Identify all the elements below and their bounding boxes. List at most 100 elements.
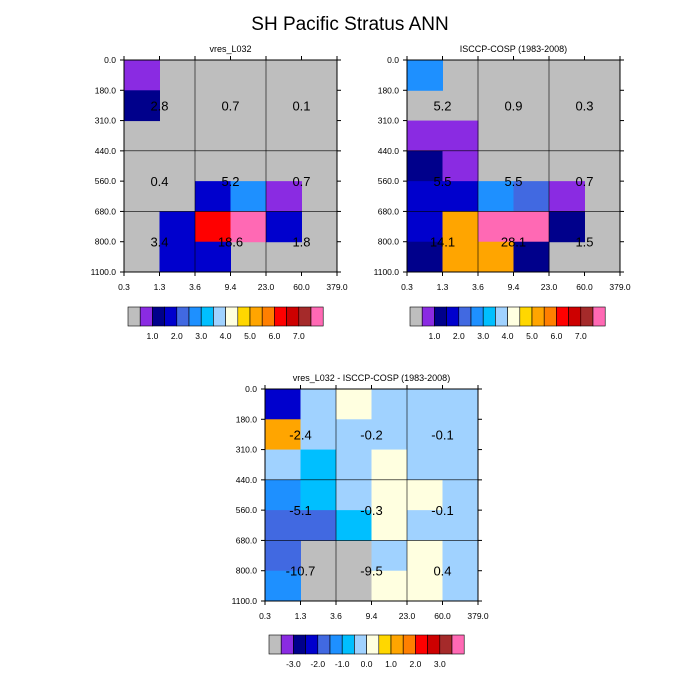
x-tick-label: 23.0 — [541, 282, 558, 292]
colorbar-box — [531, 306, 545, 327]
block-value: 0.4 — [433, 564, 451, 579]
block-value: -0.1 — [431, 503, 453, 518]
colorbar-box — [439, 634, 453, 655]
colorbar-label: 7.0 — [575, 331, 587, 341]
y-tick-label: 180.0 — [95, 85, 117, 95]
x-tick-label: 1.3 — [154, 282, 166, 292]
x-tick-label: 9.4 — [225, 282, 237, 292]
histogram-cell — [265, 449, 301, 481]
colorbar-box — [495, 306, 508, 327]
colorbar-label: 5.0 — [526, 331, 538, 341]
colorbar-label: 4.0 — [220, 331, 232, 341]
panel-observation: ISCCP-COSP (1983-2008) 0.0 180.0 310.0 440.0… — [374, 44, 631, 341]
colorbar-label: 2.0 — [453, 331, 465, 341]
y-tick-label: 0.0 — [104, 55, 116, 65]
block-value: -10.7 — [286, 564, 316, 579]
colorbar-box — [402, 634, 416, 655]
colorbar-box — [317, 634, 331, 655]
colorbar-box — [451, 634, 465, 655]
y-tick-label: 560.0 — [378, 176, 400, 186]
histogram-cell — [442, 120, 479, 152]
block-value: 0.7 — [292, 174, 310, 189]
colorbar-box — [225, 306, 239, 327]
block-value: 14.1 — [430, 235, 455, 250]
histogram-cell — [371, 389, 408, 420]
histogram-cell — [336, 479, 372, 511]
colorbar-label: 1.0 — [428, 331, 440, 341]
colorbar-box — [293, 634, 306, 655]
block-value: 0.7 — [575, 174, 593, 189]
x-tick-label: 0.3 — [259, 611, 271, 621]
colorbar-box — [310, 306, 324, 327]
y-tick-label: 1100.0 — [91, 267, 117, 277]
histogram-cell — [300, 419, 337, 451]
x-tick-label: 23.0 — [258, 282, 275, 292]
histogram-cell — [407, 181, 443, 212]
colorbar-box — [249, 306, 263, 327]
colorbar-box — [580, 306, 594, 327]
x-tick-label: 3.6 — [189, 282, 201, 292]
colorbar-box — [127, 306, 141, 327]
colorbar-box — [592, 306, 606, 327]
colorbar-label: 2.0 — [171, 331, 183, 341]
histogram-cell — [265, 570, 301, 602]
y-tick-label: 680.0 — [95, 206, 117, 216]
histogram-cell — [442, 389, 479, 420]
colorbar-box — [390, 634, 404, 655]
colorbar-box — [409, 306, 423, 327]
colorbar-box — [274, 306, 287, 327]
histogram-cell — [442, 181, 479, 212]
histogram-cell — [442, 449, 479, 481]
colorbar-label: 1.0 — [146, 331, 158, 341]
histogram-cell — [265, 540, 301, 572]
colorbar-box — [415, 634, 428, 655]
block-value: 28.1 — [501, 235, 526, 250]
panel-title: vres_L032 - ISCCP-COSP (1983-2008) — [293, 373, 450, 383]
histogram-cell — [478, 241, 514, 273]
colorbar-box — [434, 306, 447, 327]
histogram-cell — [407, 570, 443, 602]
x-tick-label: 23.0 — [399, 611, 416, 621]
colorbar-box — [176, 306, 190, 327]
y-tick-label: 440.0 — [95, 146, 117, 156]
block-value: 0.9 — [504, 98, 522, 113]
histogram-cell — [407, 241, 443, 273]
y-tick-label: 560.0 — [236, 505, 258, 515]
y-tick-label: 800.0 — [236, 566, 258, 576]
histogram-cell — [478, 211, 514, 243]
colorbar-box — [164, 306, 178, 327]
x-tick-label: 1.3 — [437, 282, 449, 292]
figure-title: SH Pacific Stratus ANN — [251, 14, 448, 35]
block-value: 0.7 — [221, 98, 239, 113]
colorbar-box — [341, 634, 355, 655]
histogram-cell — [265, 510, 301, 541]
histogram-cell — [195, 181, 231, 212]
block-value: 1.5 — [575, 235, 593, 250]
block-value: -0.2 — [360, 427, 382, 442]
histogram-cell — [300, 449, 337, 481]
x-tick-label: 9.4 — [366, 611, 378, 621]
colorbar-box — [200, 306, 214, 327]
histogram-cell — [265, 419, 301, 451]
colorbar-box — [519, 306, 533, 327]
y-tick-label: 560.0 — [95, 176, 117, 186]
histogram-cell — [371, 449, 408, 481]
y-tick-label: 1100.0 — [232, 596, 258, 606]
colorbar-label: 6.0 — [550, 331, 562, 341]
histogram-cell — [407, 419, 443, 451]
block-value: 1.8 — [292, 235, 310, 250]
panel-model: vres_L032 0.0 180.0 310.0 440.0 560.0 680.0 800… — [91, 44, 348, 341]
colorbar-box — [568, 306, 582, 327]
x-tick-label: 3.6 — [472, 282, 484, 292]
histogram-cell — [300, 510, 337, 541]
block-value: 5.2 — [433, 98, 451, 113]
colorbar-box — [213, 306, 226, 327]
colorbar-box — [421, 306, 435, 327]
histogram-cell — [442, 419, 479, 451]
colorbar-box — [458, 306, 472, 327]
histogram-cell — [195, 211, 231, 243]
histogram-cell — [442, 241, 479, 273]
colorbar-box — [261, 306, 275, 327]
y-tick-label: 440.0 — [236, 475, 258, 485]
